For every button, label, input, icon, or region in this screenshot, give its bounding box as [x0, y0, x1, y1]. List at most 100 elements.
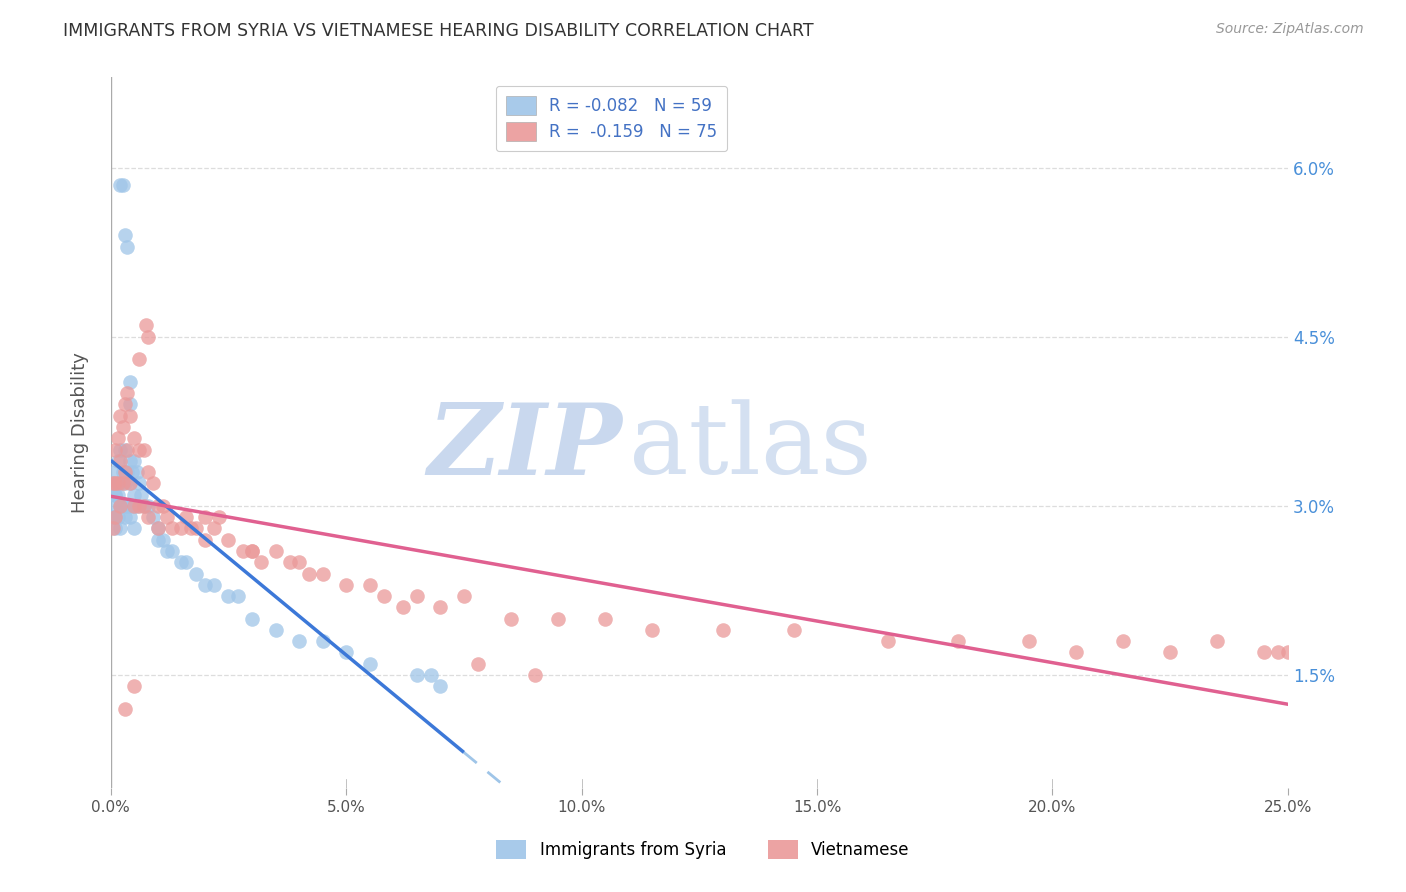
Legend: R = -0.082   N = 59, R =  -0.159   N = 75: R = -0.082 N = 59, R = -0.159 N = 75	[496, 86, 727, 151]
Point	[359, 657, 381, 671]
Point	[114, 442, 136, 457]
Point	[103, 487, 125, 501]
Point	[420, 668, 443, 682]
Point	[124, 431, 146, 445]
Point	[146, 499, 169, 513]
Point	[1018, 634, 1040, 648]
Point	[101, 476, 124, 491]
Point	[1277, 645, 1299, 659]
Point	[264, 623, 287, 637]
Point	[174, 510, 197, 524]
Point	[114, 510, 136, 524]
Point	[114, 228, 136, 243]
Point	[160, 544, 183, 558]
Point	[876, 634, 898, 648]
Point	[117, 499, 139, 513]
Point	[405, 589, 427, 603]
Point	[104, 442, 127, 457]
Point	[111, 476, 134, 491]
Point	[202, 521, 225, 535]
Legend: Immigrants from Syria, Vietnamese: Immigrants from Syria, Vietnamese	[489, 833, 917, 866]
Point	[453, 589, 475, 603]
Point	[108, 521, 131, 535]
Point	[131, 487, 153, 501]
Point	[146, 521, 169, 535]
Text: atlas: atlas	[628, 399, 872, 495]
Point	[104, 521, 127, 535]
Point	[240, 544, 263, 558]
Point	[194, 578, 217, 592]
Point	[108, 476, 131, 491]
Point	[194, 533, 217, 547]
Point	[1206, 634, 1229, 648]
Point	[128, 499, 150, 513]
Point	[1112, 634, 1135, 648]
Point	[467, 657, 489, 671]
Point	[373, 589, 395, 603]
Point	[1064, 645, 1087, 659]
Point	[118, 409, 141, 423]
Point	[1159, 645, 1181, 659]
Point	[138, 510, 160, 524]
Point	[593, 612, 616, 626]
Y-axis label: Hearing Disability: Hearing Disability	[72, 352, 89, 513]
Point	[104, 476, 127, 491]
Point	[138, 499, 160, 513]
Point	[547, 612, 569, 626]
Point	[138, 465, 160, 479]
Point	[108, 499, 131, 513]
Point	[391, 600, 413, 615]
Point	[108, 178, 131, 192]
Point	[101, 510, 124, 524]
Point	[184, 521, 207, 535]
Point	[359, 578, 381, 592]
Point	[142, 476, 165, 491]
Point	[240, 612, 263, 626]
Point	[107, 476, 129, 491]
Point	[125, 499, 148, 513]
Point	[111, 499, 134, 513]
Point	[101, 521, 124, 535]
Point	[124, 454, 146, 468]
Point	[117, 386, 139, 401]
Point	[311, 634, 333, 648]
Point	[111, 465, 134, 479]
Point	[107, 487, 129, 501]
Point	[118, 454, 141, 468]
Point	[104, 465, 127, 479]
Point	[125, 465, 148, 479]
Point	[240, 544, 263, 558]
Point	[180, 521, 202, 535]
Point	[108, 499, 131, 513]
Point	[142, 510, 165, 524]
Point	[114, 702, 136, 716]
Point	[152, 533, 174, 547]
Point	[523, 668, 546, 682]
Point	[156, 510, 179, 524]
Point	[138, 330, 160, 344]
Point	[1253, 645, 1275, 659]
Point	[948, 634, 970, 648]
Point	[711, 623, 734, 637]
Text: ZIP: ZIP	[427, 399, 623, 495]
Point	[202, 578, 225, 592]
Point	[118, 397, 141, 411]
Point	[108, 442, 131, 457]
Point	[152, 499, 174, 513]
Point	[297, 566, 319, 581]
Point	[117, 442, 139, 457]
Point	[118, 375, 141, 389]
Point	[1267, 645, 1289, 659]
Point	[208, 510, 231, 524]
Point	[121, 499, 143, 513]
Point	[118, 510, 141, 524]
Point	[128, 476, 150, 491]
Point	[117, 465, 139, 479]
Point	[128, 352, 150, 367]
Point	[114, 397, 136, 411]
Point	[111, 178, 134, 192]
Point	[429, 600, 451, 615]
Point	[218, 533, 240, 547]
Point	[499, 612, 522, 626]
Point	[146, 521, 169, 535]
